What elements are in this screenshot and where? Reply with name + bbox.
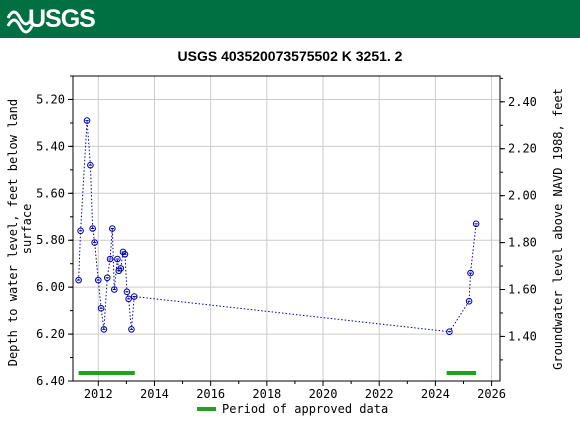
data-point-marker (467, 269, 474, 277)
data-point (128, 326, 135, 333)
data-point (121, 251, 129, 258)
data-point (123, 288, 131, 296)
data-point-marker (465, 297, 473, 305)
data-point-marker (97, 304, 105, 312)
data-point (110, 286, 118, 293)
y-tick-label-left: 6.40 (36, 374, 65, 388)
x-tick-label: 2014 (140, 387, 169, 401)
x-tick-label: 2024 (421, 387, 450, 401)
data-point (106, 255, 114, 263)
y-tick-label-right: 2.40 (508, 95, 537, 109)
data-point-marker (125, 295, 132, 303)
data-point (97, 304, 105, 312)
y-tick-label-left: 6.20 (36, 327, 65, 341)
data-points (75, 117, 480, 336)
x-tick-label: 2020 (309, 387, 338, 401)
data-point-marker (77, 227, 84, 235)
y-tick-label-right: 2.00 (508, 189, 537, 203)
data-point (125, 295, 132, 303)
legend: Period of approved data (197, 402, 388, 416)
data-point (91, 239, 98, 246)
usgs-header-banner: USGS (0, 0, 580, 38)
data-point (130, 293, 138, 300)
data-point (114, 255, 121, 263)
y-axis-label-left-line1: Depth to water level, feet below land (6, 99, 20, 366)
data-point (465, 297, 473, 305)
y-tick-label-right: 2.20 (508, 142, 537, 156)
axis-ticks: 2012 2014 2016 2018 2020 2022 2024 2026 5.20 5.40… (36, 75, 537, 401)
data-point (103, 274, 111, 282)
data-point-marker (110, 286, 118, 293)
data-point-marker (128, 326, 135, 333)
data-point-marker (446, 328, 453, 336)
data-point (87, 161, 94, 169)
y-tick-label-left: 5.80 (36, 233, 65, 247)
x-tick-label: 2018 (252, 387, 281, 401)
y-axis-label-right: Groundwater level above NAVD 1988, feet (551, 88, 565, 370)
data-point-marker (103, 274, 111, 282)
y-axis-label-left: Depth to water level, feet below land su… (6, 92, 34, 367)
data-point-marker (100, 326, 108, 333)
data-point-marker (472, 220, 480, 228)
data-point (109, 225, 116, 232)
x-tick-label: 2022 (365, 387, 394, 401)
data-point (446, 328, 453, 336)
x-tick-label: 2012 (84, 387, 113, 401)
data-point (117, 265, 125, 272)
data-point-marker (130, 293, 138, 300)
data-point-marker (117, 265, 125, 272)
x-tick-label: 2016 (196, 387, 225, 401)
grid-lines (73, 76, 500, 382)
y-tick-label-right: 1.80 (508, 236, 537, 250)
data-point (472, 220, 480, 228)
y-tick-label-right: 1.40 (508, 329, 537, 343)
data-point-marker (87, 161, 94, 169)
data-point-marker (83, 117, 91, 124)
data-point (89, 225, 96, 232)
data-point-marker (121, 251, 129, 258)
data-point-marker (106, 255, 114, 263)
data-point (467, 269, 474, 277)
x-tick-label: 2026 (477, 387, 506, 401)
y-tick-label-left: 5.20 (36, 92, 65, 106)
y-tick-label-right: 1.60 (508, 283, 537, 297)
series-line (78, 120, 477, 333)
data-point (94, 276, 102, 284)
data-point (75, 276, 82, 284)
legend-label: Period of approved data (222, 402, 388, 416)
data-point-marker (75, 276, 82, 284)
data-point (83, 117, 91, 124)
data-point-marker (94, 276, 102, 284)
chart-title: USGS 403520073575502 K 3251. 2 (178, 48, 403, 64)
y-axis-label-left-line2: surface (20, 204, 34, 255)
data-point (77, 227, 84, 235)
data-point-marker (109, 225, 116, 232)
y-tick-label-left: 6.00 (36, 280, 65, 294)
y-tick-label-left: 5.60 (36, 186, 65, 200)
data-point-marker (89, 225, 96, 232)
data-point-marker (114, 255, 121, 263)
data-point (100, 326, 108, 333)
data-point-marker (91, 239, 98, 246)
data-point-marker (123, 288, 131, 296)
y-tick-label-left: 5.40 (36, 139, 65, 153)
plot-area-frame (72, 75, 501, 382)
usgs-logo-text: USGS (28, 5, 96, 33)
usgs-logo-icon (6, 10, 34, 34)
